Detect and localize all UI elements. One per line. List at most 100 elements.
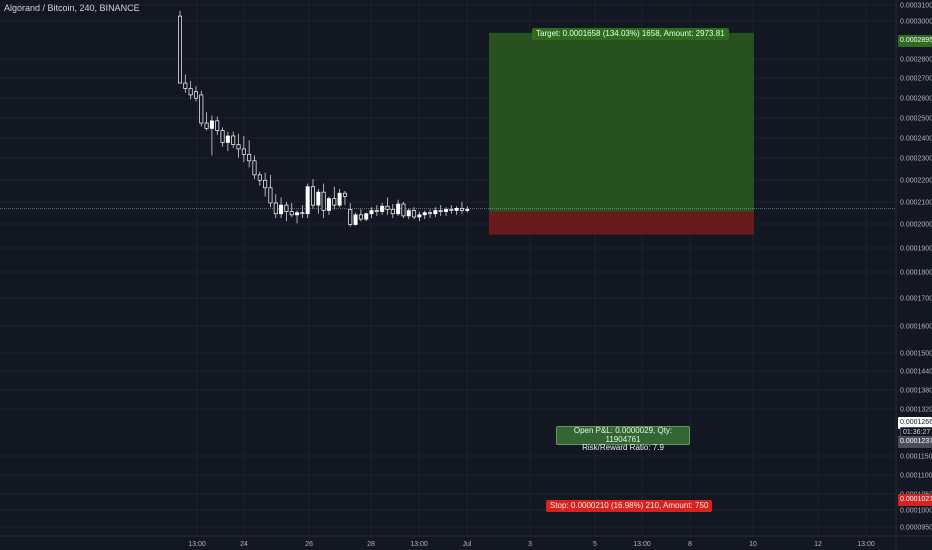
candle-body bbox=[374, 210, 379, 212]
candle bbox=[433, 207, 438, 217]
y-tick-label: 0.0002500 bbox=[900, 116, 932, 123]
y-tick-label: 0.0001800 bbox=[900, 270, 932, 277]
candle-body bbox=[353, 214, 358, 225]
candle bbox=[305, 183, 310, 219]
y-tick-label: 0.0002400 bbox=[900, 136, 932, 143]
candle-body bbox=[268, 187, 273, 204]
candle bbox=[364, 212, 369, 222]
candle bbox=[438, 205, 443, 216]
y-tick-label: 0.0001380 bbox=[900, 388, 932, 395]
y-tick-label: 0.0002600 bbox=[900, 96, 932, 103]
candle-body bbox=[273, 202, 278, 215]
x-tick-label: Jul bbox=[463, 541, 472, 548]
candle bbox=[220, 127, 225, 147]
candle-body bbox=[209, 120, 214, 129]
candle bbox=[289, 202, 294, 217]
y-tick-label: 0.0002200 bbox=[900, 178, 932, 185]
candle bbox=[295, 210, 300, 224]
candle-body bbox=[459, 207, 464, 211]
candle-body bbox=[257, 174, 262, 181]
candle bbox=[396, 199, 401, 216]
candle-body bbox=[263, 179, 268, 189]
candle bbox=[342, 191, 347, 206]
candle-body bbox=[417, 214, 422, 218]
candle bbox=[279, 197, 284, 219]
target-label[interactable]: Target: 0.0001658 (134.03%) 1658, Amount… bbox=[532, 28, 729, 40]
candle bbox=[406, 208, 411, 220]
candle bbox=[417, 211, 422, 222]
x-tick-label: 28 bbox=[367, 541, 375, 548]
candle-body bbox=[193, 91, 198, 99]
candle-body bbox=[225, 135, 230, 143]
candle bbox=[247, 140, 252, 168]
candle-body bbox=[295, 212, 300, 216]
candle-body bbox=[342, 192, 347, 197]
candle bbox=[459, 201, 464, 214]
y-tick-label: 0.0000950 bbox=[900, 525, 932, 532]
candle bbox=[178, 10, 183, 84]
target-price-badge: 0.0002895 bbox=[898, 35, 932, 47]
candle-body bbox=[433, 210, 438, 215]
candle bbox=[199, 90, 204, 127]
candle bbox=[236, 133, 241, 158]
candle-body bbox=[241, 148, 246, 155]
candle-body bbox=[390, 209, 395, 215]
candle bbox=[454, 206, 459, 215]
candle-body bbox=[231, 135, 236, 145]
candle bbox=[422, 210, 427, 220]
x-tick-label: 8 bbox=[688, 541, 692, 548]
y-tick-label: 0.0001440 bbox=[900, 369, 932, 376]
candle-body bbox=[422, 212, 427, 216]
candle-body bbox=[337, 192, 342, 206]
candle-body bbox=[332, 198, 337, 206]
candle bbox=[225, 131, 230, 152]
candle bbox=[183, 74, 188, 93]
open-pnl-text: Open P&L: 0.0000029, Qty: 11904761 bbox=[573, 426, 673, 444]
candle-body bbox=[369, 210, 374, 215]
candle-body bbox=[279, 204, 284, 215]
candle bbox=[231, 131, 236, 148]
target-zone bbox=[489, 32, 754, 212]
candle bbox=[428, 209, 433, 219]
candles bbox=[178, 10, 470, 227]
symbol-title: Algorand / Bitcoin, 240, BINANCE bbox=[4, 3, 140, 13]
x-tick-label: 13:00 bbox=[633, 541, 651, 548]
candle bbox=[380, 202, 385, 215]
open-pnl-box[interactable]: Open P&L: 0.0000029, Qty: 11904761 Risk/… bbox=[556, 426, 690, 452]
candle bbox=[193, 86, 198, 102]
stop-label[interactable]: Stop: 0.0000210 (16.98%) 210, Amount: 75… bbox=[546, 500, 713, 512]
candle bbox=[284, 201, 289, 222]
candle bbox=[369, 207, 374, 219]
candle-body bbox=[465, 209, 470, 211]
candle bbox=[268, 174, 273, 208]
y-tick-label: 0.0001000 bbox=[900, 508, 932, 515]
candle bbox=[465, 206, 470, 213]
y-tick-label: 0.0001150 bbox=[900, 454, 932, 461]
candle bbox=[263, 172, 268, 197]
candle bbox=[257, 171, 262, 186]
y-tick-label: 0.0002700 bbox=[900, 76, 932, 83]
candle bbox=[348, 202, 353, 227]
x-tick-label: 5 bbox=[593, 541, 597, 548]
candle-body bbox=[412, 210, 417, 218]
x-tick-label: 13:00 bbox=[188, 541, 206, 548]
candle-body bbox=[188, 88, 193, 96]
y-tick-label: 0.0001700 bbox=[900, 296, 932, 303]
y-tick-label: 0.0003100 bbox=[900, 3, 932, 10]
candle bbox=[353, 212, 358, 226]
candle bbox=[412, 207, 417, 220]
x-tick-label: 24 bbox=[240, 541, 248, 548]
y-tick-label: 0.0001900 bbox=[900, 246, 932, 253]
candle-body bbox=[204, 122, 209, 129]
candle bbox=[326, 196, 331, 215]
candle bbox=[316, 188, 321, 214]
candle-body bbox=[428, 212, 433, 215]
y-tick-label: 0.0002300 bbox=[900, 156, 932, 163]
y-tick-label: 0.0003000 bbox=[900, 19, 932, 26]
candle bbox=[449, 205, 454, 214]
risk-reward-text: Risk/Reward Ratio: 7.9 bbox=[582, 443, 664, 452]
candle bbox=[273, 194, 278, 219]
candle bbox=[215, 116, 220, 135]
candle-body bbox=[406, 210, 411, 217]
